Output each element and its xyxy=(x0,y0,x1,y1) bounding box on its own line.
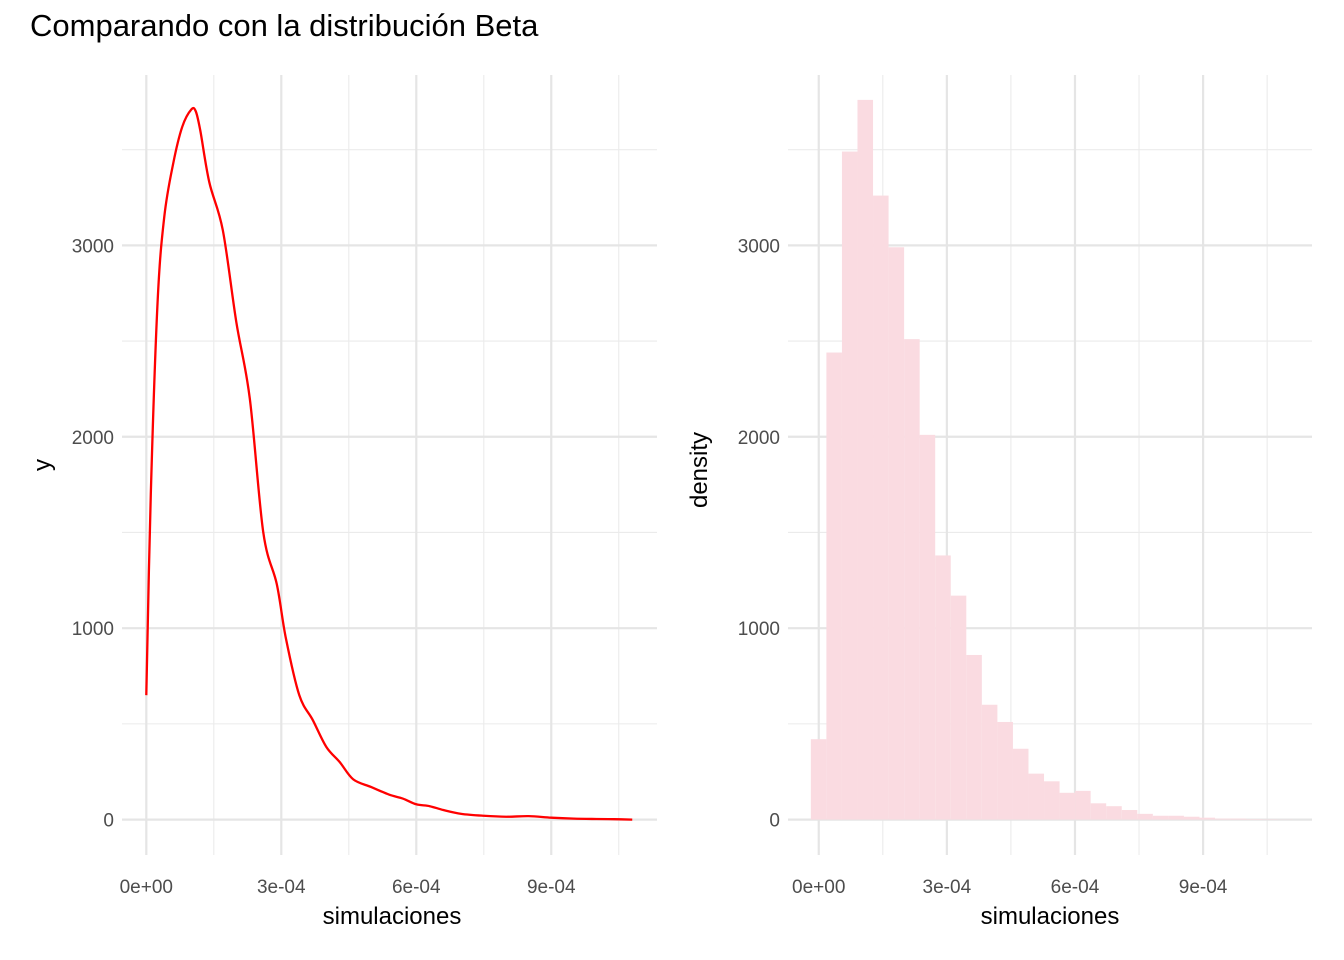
histogram-bar xyxy=(981,704,998,820)
histogram-bars-group xyxy=(810,99,1293,820)
left-x-tick-label: 0e+00 xyxy=(120,877,173,898)
histogram-bar xyxy=(1137,813,1153,820)
histogram-bar xyxy=(810,739,827,820)
right-x-axis-title: simulaciones xyxy=(981,903,1120,930)
histogram-bar xyxy=(1199,817,1216,820)
histogram-bar xyxy=(1121,810,1138,820)
histogram-bar xyxy=(1075,790,1091,820)
left-y-tick-label: 2000 xyxy=(72,428,114,449)
left-x-axis-title: simulaciones xyxy=(323,903,462,930)
histogram-bar xyxy=(873,195,889,820)
right-y-tick-label: 0 xyxy=(769,811,780,832)
histogram-bar xyxy=(1106,806,1122,820)
left-minor-gridlines xyxy=(122,75,657,855)
histogram-bar xyxy=(841,151,858,820)
right-x-tick-label: 6e-04 xyxy=(1051,877,1100,898)
histogram-bar xyxy=(919,434,936,820)
right-y-tick-label: 1000 xyxy=(738,619,780,640)
histogram-bar xyxy=(1168,815,1184,820)
density-curve-line xyxy=(145,106,633,821)
histogram-bar xyxy=(997,721,1013,820)
left-y-axis-title: y xyxy=(29,459,56,471)
left-x-tick-label: 6e-04 xyxy=(392,877,441,898)
left-y-tick-label: 3000 xyxy=(72,236,114,257)
histogram-bar xyxy=(1028,773,1045,820)
right-y-tick-label: 2000 xyxy=(738,428,780,449)
histogram-bar xyxy=(1012,748,1029,820)
right-x-tick-label: 3e-04 xyxy=(923,877,972,898)
left-x-tick-labels: 0e+00 3e-04 6e-04 9e-04 xyxy=(120,877,576,898)
histogram-bar xyxy=(904,339,920,820)
histogram-bar xyxy=(1230,818,1247,820)
histogram-panel: 0 1000 2000 3000 0e+00 3e-04 6e-04 9e-04 simul… xyxy=(686,75,1312,930)
density-curve-group xyxy=(145,106,633,821)
left-x-tick-label: 9e-04 xyxy=(527,877,576,898)
left-y-tick-label: 1000 xyxy=(72,619,114,640)
left-y-tick-labels: 0 1000 2000 3000 xyxy=(72,236,114,831)
left-y-tick-label: 0 xyxy=(103,811,114,832)
right-x-tick-labels: 0e+00 3e-04 6e-04 9e-04 xyxy=(792,877,1228,898)
left-major-gridlines xyxy=(122,75,657,855)
histogram-bar xyxy=(1246,819,1262,820)
histogram-bar xyxy=(950,595,967,820)
histogram-bar xyxy=(935,555,951,820)
histogram-bar xyxy=(1183,816,1200,820)
histogram-bar xyxy=(1090,803,1107,820)
histogram-bar xyxy=(1215,818,1231,820)
histogram-bar xyxy=(888,247,905,820)
histogram-bar xyxy=(1059,792,1076,820)
right-y-tick-label: 3000 xyxy=(738,236,780,257)
right-y-axis-title: density xyxy=(686,432,713,508)
left-x-tick-label: 3e-04 xyxy=(257,877,306,898)
plot-title: Comparando con la distribución Beta xyxy=(30,8,539,43)
histogram-bar xyxy=(1152,815,1169,820)
right-y-tick-labels: 0 1000 2000 3000 xyxy=(738,236,780,831)
right-x-tick-label: 0e+00 xyxy=(792,877,845,898)
right-x-tick-label: 9e-04 xyxy=(1179,877,1228,898)
histogram-bar xyxy=(857,99,874,820)
line-panel: 0 1000 2000 3000 0e+00 3e-04 6e-04 9e-04 simul… xyxy=(29,75,657,930)
histogram-bar xyxy=(966,654,982,820)
histogram-bar xyxy=(1044,781,1060,820)
histogram-bar xyxy=(826,352,842,820)
